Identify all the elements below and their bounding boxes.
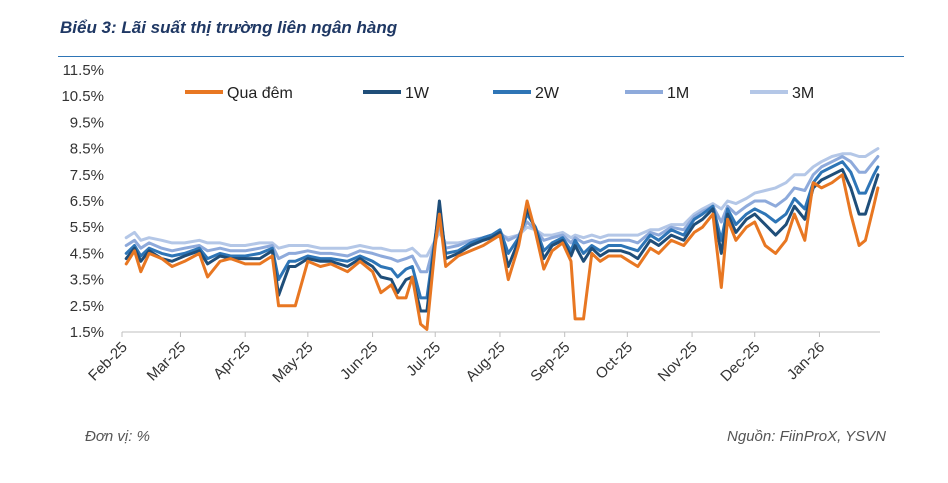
x-tick-label: Oct-25: [592, 339, 636, 383]
x-tick-label: Nov-25: [655, 339, 701, 385]
y-axis: 11.5% 10.5% 9.5% 8.5% 7.5% 6.5% 5.5% 4.5% 3.5% 2.…: [61, 62, 104, 341]
y-tick-label: 8.5%: [70, 141, 104, 158]
x-tick-label: Aug-25: [463, 339, 509, 385]
x-tick-label: Mar-25: [144, 339, 190, 385]
y-tick-label: 6.5%: [70, 193, 104, 210]
legend-label: Qua đêm: [227, 85, 293, 102]
unit-note: Đơn vị: %: [85, 428, 150, 445]
x-tick-label: Apr-25: [210, 339, 254, 383]
x-tick-label: Sep-25: [527, 339, 573, 385]
series-line-qua-đêm: [124, 173, 880, 331]
y-tick-label: 1.5%: [70, 324, 104, 341]
series-layer: [124, 147, 880, 331]
x-tick-label: Jul-25: [403, 339, 444, 380]
x-tick-label: May-25: [269, 339, 316, 386]
legend-label: 2W: [535, 85, 560, 102]
x-tick-label: Feb-25: [85, 339, 131, 385]
y-tick-label: 11.5%: [63, 62, 104, 79]
y-tick-label: 3.5%: [70, 272, 104, 289]
legend-label: 1M: [667, 85, 689, 102]
x-tick-label: Dec-25: [717, 339, 763, 385]
x-axis: Feb-25 Mar-25 Apr-25 May-25 Jun-25 Jul-25 Aug-…: [85, 332, 828, 386]
series-line-2w: [124, 160, 880, 300]
y-tick-label: 10.5%: [61, 88, 104, 105]
y-tick-label: 4.5%: [70, 245, 104, 262]
y-tick-label: 9.5%: [70, 114, 104, 131]
legend: Qua đêm 1W 2W 1M 3M: [185, 85, 814, 102]
x-tick-label: Jan-26: [784, 339, 828, 383]
chart-title: Biểu 3: Lãi suất thị trường liên ngân hà…: [60, 18, 398, 37]
source-note: Nguồn: FiinProX, YSVN: [727, 428, 886, 445]
y-tick-label: 5.5%: [70, 219, 104, 236]
legend-label: 3M: [792, 85, 814, 102]
title-divider: [58, 56, 904, 57]
x-tick-label: Jun-25: [337, 339, 381, 383]
line-chart: 11.5% 10.5% 9.5% 8.5% 7.5% 6.5% 5.5% 4.5% 3.5% 2.…: [61, 62, 880, 386]
y-tick-label: 2.5%: [70, 298, 104, 315]
legend-label: 1W: [405, 85, 430, 102]
y-tick-label: 7.5%: [70, 167, 104, 184]
